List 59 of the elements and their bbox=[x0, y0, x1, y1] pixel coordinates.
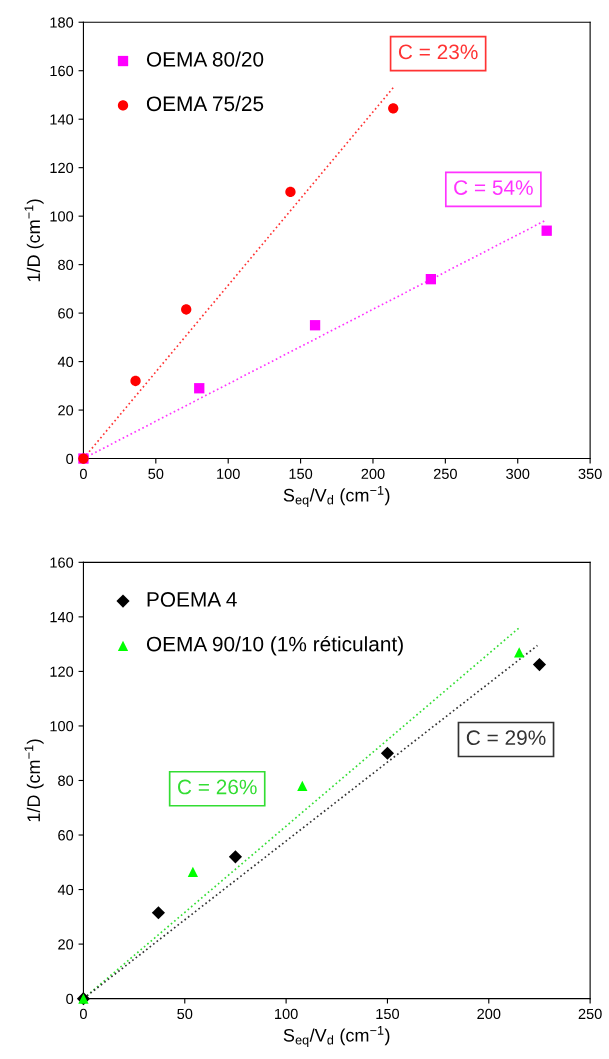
point bbox=[532, 658, 547, 672]
annotation: C = 26% bbox=[178, 779, 257, 795]
x-tick-label: 200 bbox=[361, 468, 385, 479]
y-tick-label: 80 bbox=[58, 259, 74, 271]
x-tick-label: 200 bbox=[477, 1008, 501, 1020]
y-tick-label: 120 bbox=[50, 162, 74, 174]
x-tick-label: 0 bbox=[79, 468, 87, 479]
legend-label: OEMA 80/20 bbox=[146, 51, 264, 67]
y-tick-label: 60 bbox=[58, 308, 74, 319]
y-tick-label: 40 bbox=[57, 884, 74, 895]
y-tick-label: 100 bbox=[50, 211, 74, 222]
point bbox=[285, 186, 296, 198]
x-tick-label: 150 bbox=[289, 468, 313, 479]
point bbox=[309, 320, 321, 331]
legend-label: OEMA 75/25 bbox=[146, 95, 264, 112]
y-tick-label: 20 bbox=[58, 939, 74, 950]
point bbox=[388, 103, 399, 114]
y-tick-label: 140 bbox=[50, 611, 74, 623]
y-axis-title: 1/D (cm$^{−1}$) bbox=[24, 199, 44, 282]
y-tick-label: 80 bbox=[58, 775, 74, 786]
y-tick-label: 160 bbox=[50, 65, 74, 77]
y-tick-label: 0 bbox=[66, 453, 74, 464]
point bbox=[541, 225, 552, 236]
point bbox=[187, 866, 199, 877]
x-tick-label: 0 bbox=[79, 1008, 87, 1020]
x-axis-title: S$_{eq}$/V$_{d}$ (cm$^{−1}$) bbox=[283, 486, 390, 507]
legend-label: POEMA 4 bbox=[147, 592, 237, 607]
y-tick-label: 180 bbox=[50, 17, 74, 28]
y-tick-label: 0 bbox=[66, 993, 74, 1005]
y-tick-label: 160 bbox=[50, 557, 74, 568]
x-tick-label: 350 bbox=[578, 468, 602, 479]
point bbox=[297, 780, 308, 792]
y-tick-label: 60 bbox=[58, 830, 74, 841]
y-tick-label: 20 bbox=[58, 405, 74, 416]
x-tick-label: 150 bbox=[376, 1008, 400, 1020]
y-tick-label: 100 bbox=[50, 721, 74, 732]
annotation: C = 23% bbox=[398, 44, 478, 60]
point bbox=[151, 906, 166, 920]
y-tick-label: 140 bbox=[50, 114, 74, 125]
x-tick-label: 250 bbox=[433, 468, 457, 479]
point bbox=[194, 383, 205, 394]
point bbox=[181, 304, 192, 315]
y-tick-label: 40 bbox=[57, 356, 74, 368]
x-tick-label: 50 bbox=[177, 1008, 193, 1020]
annotation: C = 29% bbox=[466, 730, 546, 746]
point bbox=[380, 746, 395, 760]
x-tick-label: 100 bbox=[275, 1008, 298, 1020]
point bbox=[228, 850, 243, 864]
x-tick-label: 100 bbox=[217, 468, 240, 479]
legend-label: OEMA 90/10 (1% réticulant) bbox=[146, 635, 403, 656]
point bbox=[425, 274, 437, 285]
y-axis-title: 1/D (cm$^{−1}$) bbox=[24, 739, 44, 822]
point bbox=[130, 375, 141, 387]
annotation: C = 54% bbox=[454, 180, 533, 195]
x-tick-label: 50 bbox=[148, 468, 164, 479]
x-tick-label: 250 bbox=[578, 1008, 602, 1020]
y-tick-label: 120 bbox=[50, 666, 74, 677]
x-tick-label: 300 bbox=[506, 468, 530, 479]
x-axis-title: S$_{eq}$/V$_{d}$ (cm$^{−1}$) bbox=[283, 1026, 390, 1047]
